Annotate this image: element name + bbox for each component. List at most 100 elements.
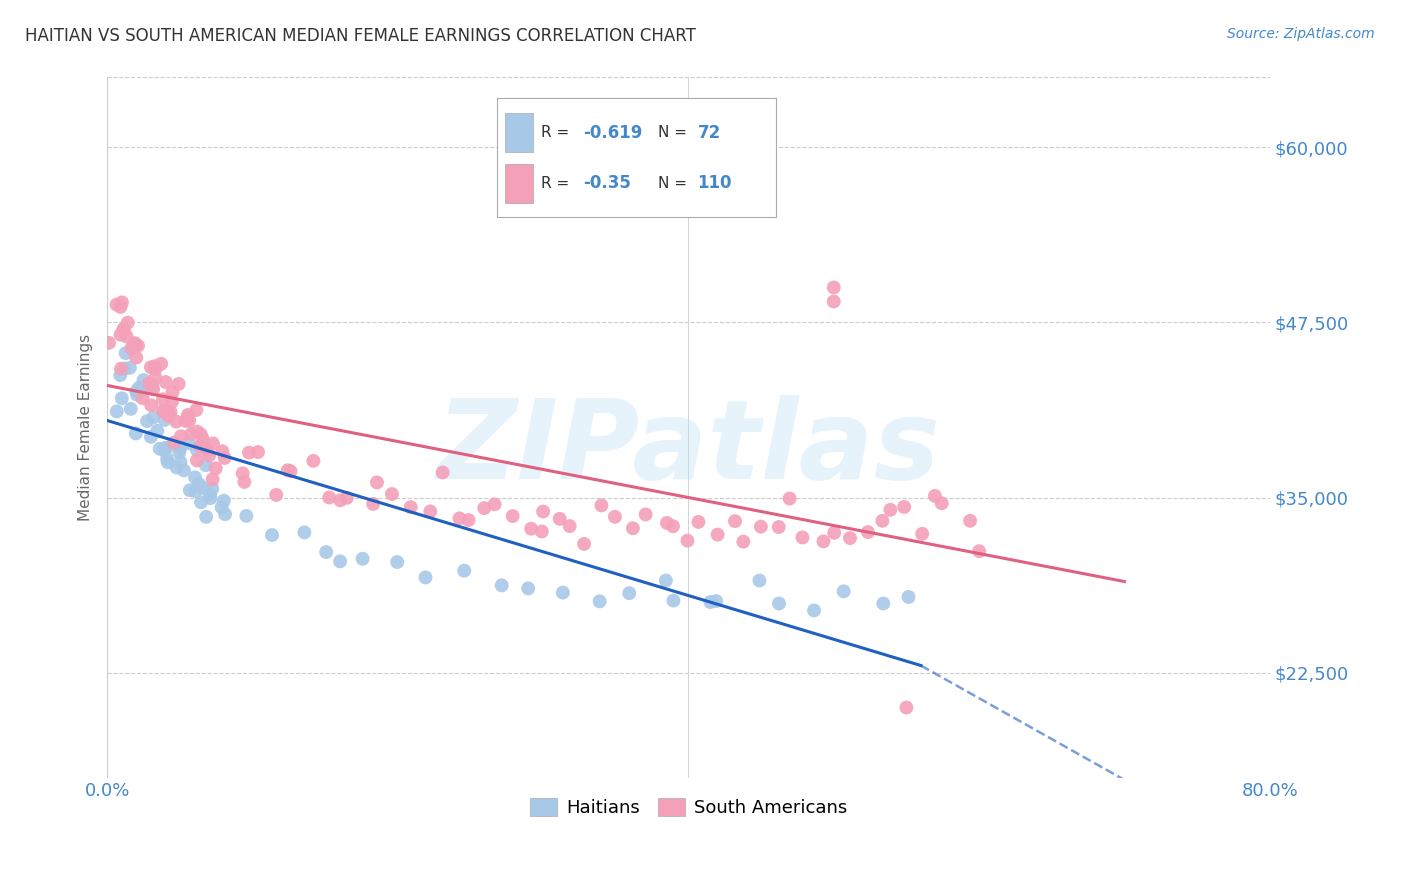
- Point: [655, 574, 678, 588]
- Point: [157, 409, 180, 423]
- Point: [352, 551, 374, 566]
- Point: [688, 515, 710, 529]
- Point: [155, 375, 177, 389]
- Point: [839, 531, 862, 545]
- Point: [530, 524, 553, 539]
- Point: [132, 381, 155, 395]
- Point: [655, 516, 678, 530]
- Point: [162, 385, 184, 400]
- Point: [139, 360, 162, 375]
- Point: [823, 280, 845, 294]
- Point: [153, 413, 176, 427]
- Point: [201, 436, 224, 450]
- Point: [177, 409, 200, 424]
- Point: [186, 403, 208, 417]
- Point: [415, 570, 437, 584]
- Point: [125, 351, 148, 365]
- Point: [186, 442, 208, 457]
- Point: [124, 337, 146, 351]
- Point: [967, 544, 990, 558]
- Point: [748, 574, 770, 588]
- Point: [211, 500, 233, 515]
- Point: [201, 482, 224, 496]
- Point: [329, 554, 352, 568]
- Point: [156, 451, 179, 466]
- Point: [872, 514, 894, 528]
- Point: [105, 297, 128, 311]
- Point: [190, 495, 212, 509]
- Point: [832, 584, 855, 599]
- Point: [201, 472, 224, 486]
- Point: [160, 394, 183, 409]
- Point: [141, 378, 163, 392]
- Point: [117, 316, 139, 330]
- Point: [214, 507, 236, 521]
- Point: [232, 467, 254, 481]
- Point: [186, 425, 208, 439]
- Point: [166, 460, 188, 475]
- Point: [194, 458, 217, 473]
- Point: [170, 429, 193, 443]
- Point: [318, 491, 340, 505]
- Point: [211, 444, 233, 458]
- Point: [125, 384, 148, 399]
- Point: [896, 700, 918, 714]
- Point: [98, 335, 121, 350]
- Point: [169, 455, 191, 469]
- Point: [167, 376, 190, 391]
- Point: [768, 520, 790, 534]
- Point: [128, 381, 150, 395]
- Point: [120, 342, 142, 356]
- Point: [186, 453, 208, 467]
- Point: [662, 593, 685, 607]
- Point: [159, 405, 181, 419]
- Point: [588, 594, 610, 608]
- Point: [125, 387, 148, 401]
- Point: [387, 555, 409, 569]
- Text: HAITIAN VS SOUTH AMERICAN MEDIAN FEMALE EARNINGS CORRELATION CHART: HAITIAN VS SOUTH AMERICAN MEDIAN FEMALE …: [25, 27, 696, 45]
- Point: [110, 300, 132, 314]
- Point: [142, 410, 165, 425]
- Point: [399, 500, 422, 515]
- Point: [198, 449, 221, 463]
- Point: [111, 295, 134, 310]
- Point: [145, 370, 167, 384]
- Point: [591, 499, 613, 513]
- Point: [105, 404, 128, 418]
- Point: [235, 508, 257, 523]
- Point: [662, 519, 685, 533]
- Point: [453, 564, 475, 578]
- Point: [174, 414, 197, 428]
- Point: [165, 415, 187, 429]
- Point: [233, 475, 256, 489]
- Point: [897, 590, 920, 604]
- Point: [294, 525, 316, 540]
- Point: [143, 359, 166, 374]
- Point: [603, 509, 626, 524]
- Point: [180, 426, 202, 441]
- Point: [813, 534, 835, 549]
- Point: [706, 527, 728, 541]
- Point: [138, 376, 160, 391]
- Point: [141, 398, 163, 412]
- Point: [264, 488, 287, 502]
- Point: [190, 427, 212, 442]
- Point: [153, 443, 176, 458]
- Point: [110, 368, 132, 383]
- Point: [432, 466, 454, 480]
- Text: Source: ZipAtlas.com: Source: ZipAtlas.com: [1227, 27, 1375, 41]
- Point: [179, 414, 201, 428]
- Point: [156, 455, 179, 469]
- Point: [879, 503, 901, 517]
- Point: [191, 431, 214, 445]
- Point: [191, 481, 214, 495]
- Point: [114, 346, 136, 360]
- Point: [177, 408, 200, 422]
- Point: [823, 294, 845, 309]
- Point: [146, 424, 169, 438]
- Point: [676, 533, 699, 548]
- Point: [187, 476, 209, 491]
- Point: [112, 321, 135, 335]
- Point: [188, 439, 211, 453]
- Legend: Haitians, South Americans: Haitians, South Americans: [523, 790, 855, 824]
